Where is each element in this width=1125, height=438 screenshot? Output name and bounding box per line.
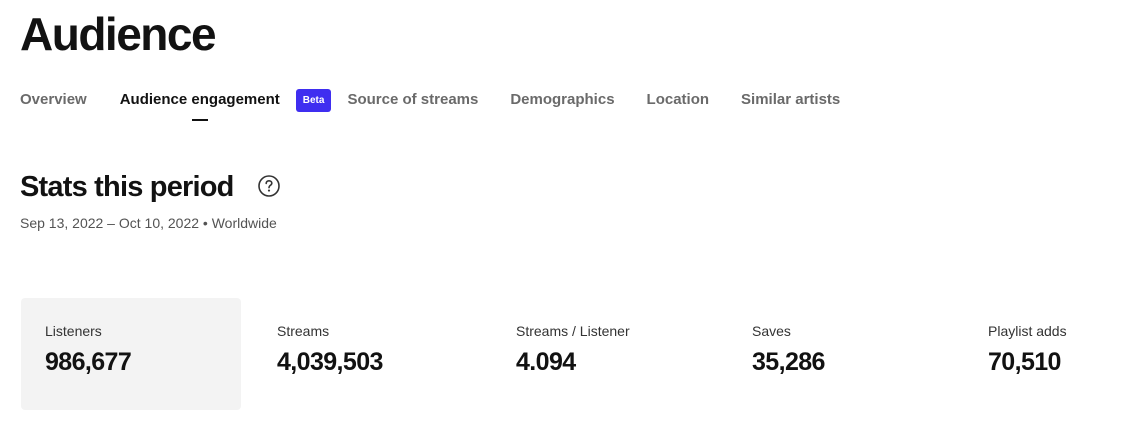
stat-value: 986,677 — [45, 348, 132, 376]
tab-audience-engagement[interactable]: Audience engagement — [120, 86, 280, 122]
stat-card-streams[interactable]: Streams 4,039,503 — [277, 298, 477, 410]
period-subtitle: Sep 13, 2022 – Oct 10, 2022 • Worldwide — [20, 215, 277, 231]
help-icon[interactable] — [257, 174, 281, 198]
stat-card-streams-per-listener[interactable]: Streams / Listener 4.094 — [516, 298, 716, 410]
stat-value: 4.094 — [516, 348, 576, 376]
tab-bar: Overview Audience engagement Beta Source… — [20, 86, 840, 126]
stat-card-playlist-adds[interactable]: Playlist adds 70,510 — [988, 298, 1118, 410]
stat-label: Streams — [277, 323, 330, 339]
stat-label: Listeners — [45, 323, 102, 339]
question-circle-icon — [258, 175, 280, 197]
tab-audience-engagement-label: Audience engagement — [119, 91, 280, 108]
page-title: Audience — [20, 8, 217, 60]
stat-label: Streams / Listener — [516, 323, 630, 339]
tab-overview[interactable]: Overview — [20, 91, 87, 108]
tab-location[interactable]: Location — [646, 91, 710, 108]
tab-demographics[interactable]: Demographics — [510, 91, 615, 108]
stat-label: Playlist adds — [988, 323, 1067, 339]
tab-source-of-streams[interactable]: Source of streams — [347, 91, 479, 108]
stat-value: 35,286 — [752, 348, 825, 376]
stat-value: 4,039,503 — [277, 348, 383, 376]
stat-card-saves[interactable]: Saves 35,286 — [752, 298, 952, 410]
stat-label: Saves — [752, 323, 791, 339]
section-title: Stats this period — [20, 171, 234, 203]
active-tab-indicator — [191, 119, 208, 121]
beta-badge: Beta — [295, 89, 332, 112]
tab-similar-artists[interactable]: Similar artists — [741, 91, 841, 108]
stat-card-listeners[interactable]: Listeners 986,677 — [21, 298, 241, 410]
stat-value: 70,510 — [988, 348, 1061, 376]
